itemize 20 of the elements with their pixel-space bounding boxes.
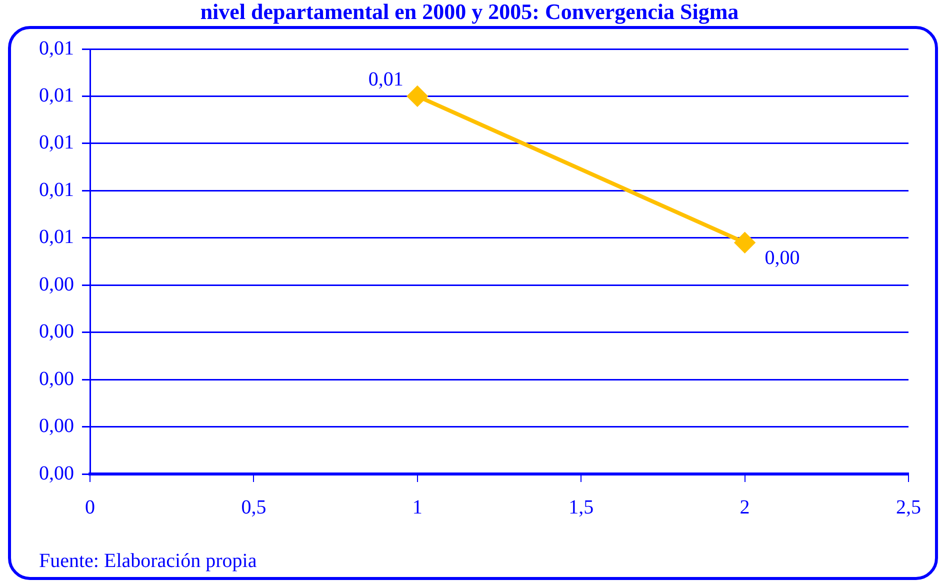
source-note: Fuente: Elaboración propia	[39, 550, 257, 573]
y-tick-label: 0,01	[39, 37, 74, 60]
x-tick-label: 1	[412, 496, 422, 518]
y-tick-label: 0,00	[39, 415, 74, 438]
y-tick-label: 0,01	[39, 226, 74, 248]
y-tick-label: 0,00	[39, 462, 74, 484]
data-label: 0,00	[764, 246, 800, 269]
x-tick-label: 1,5	[568, 496, 594, 518]
y-tick-label: 0,00	[39, 320, 74, 343]
chart-title: nivel departamental en 2000 y 2005: Convergencia Sigma	[199, 0, 740, 24]
data-label: 0,01	[368, 68, 404, 90]
y-tick-label: 0,01	[39, 132, 74, 154]
x-tick-label: 0,5	[241, 496, 266, 518]
y-tick-label: 0,00	[39, 273, 74, 296]
x-tick-label: 0	[85, 496, 95, 518]
y-tick-label: 0,01	[39, 178, 74, 201]
y-tick-label: 0,00	[39, 368, 74, 390]
x-tick-label: 2	[740, 496, 750, 518]
y-tick-label: 0,01	[39, 84, 74, 106]
x-tick-label: 2,5	[896, 496, 921, 518]
